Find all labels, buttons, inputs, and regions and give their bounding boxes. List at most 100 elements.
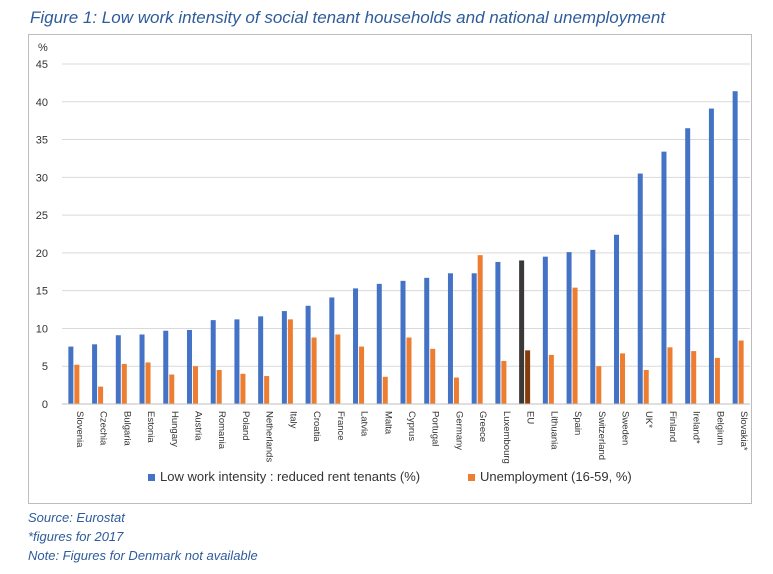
bar-low-work-intensity bbox=[637, 173, 643, 404]
bar-unemployment bbox=[691, 351, 697, 404]
x-tick-label: Belgium bbox=[714, 411, 725, 445]
bar-unemployment bbox=[264, 376, 270, 404]
figure-notes: Source: Eurostat *figures for 2017 Note:… bbox=[28, 508, 258, 565]
bar-unemployment bbox=[548, 354, 554, 404]
y-tick-label: 20 bbox=[36, 248, 48, 260]
bar-unemployment bbox=[382, 376, 388, 404]
x-tick-label: Estonia bbox=[145, 411, 156, 443]
x-tick-label: Luxembourg bbox=[501, 411, 512, 464]
y-tick-label: 10 bbox=[36, 323, 48, 335]
bar-unemployment bbox=[359, 346, 365, 404]
legend-label: Low work intensity : reduced rent tenant… bbox=[160, 469, 420, 484]
bar-unemployment bbox=[98, 386, 104, 404]
legend-swatch bbox=[468, 474, 475, 481]
bar-low-work-intensity bbox=[376, 283, 382, 404]
gridlines bbox=[62, 63, 750, 367]
bar-low-work-intensity bbox=[519, 260, 525, 404]
bar-low-work-intensity bbox=[661, 151, 667, 404]
x-tick-label: Portugal bbox=[430, 411, 441, 446]
bar-unemployment bbox=[335, 334, 341, 404]
x-tick-label: Poland bbox=[240, 411, 251, 441]
bar-low-work-intensity bbox=[685, 128, 691, 404]
bar-unemployment bbox=[169, 374, 175, 404]
legend-swatch bbox=[148, 474, 155, 481]
bar-low-work-intensity bbox=[92, 344, 98, 404]
x-tick-label: Netherlands bbox=[264, 411, 275, 462]
figure-title: Figure 1: Low work intensity of social t… bbox=[30, 8, 666, 27]
bar-low-work-intensity bbox=[424, 277, 430, 404]
bar-low-work-intensity bbox=[68, 346, 74, 404]
bar-unemployment bbox=[192, 366, 198, 404]
bar-unemployment bbox=[667, 347, 673, 404]
bar-low-work-intensity bbox=[281, 311, 287, 404]
bar-unemployment bbox=[643, 370, 649, 404]
x-axis-tick-labels: Slovenia Czechia Bulgaria Estonia Hungary Aus… bbox=[74, 411, 749, 464]
bar-unemployment bbox=[596, 366, 602, 404]
x-tick-label: Malta bbox=[382, 411, 393, 435]
x-tick-label: Italy bbox=[287, 411, 298, 429]
x-tick-label: Austria bbox=[192, 411, 203, 441]
x-tick-label: Slovakia* bbox=[738, 411, 749, 451]
y-axis-ticks: 0 5 10 15 20 25 30 35 40 45 bbox=[36, 59, 48, 411]
bar-low-work-intensity bbox=[139, 334, 145, 404]
x-tick-label: Ireland* bbox=[691, 411, 702, 444]
bar-low-work-intensity bbox=[115, 335, 121, 404]
bar-unemployment bbox=[240, 373, 246, 404]
bar-unemployment bbox=[121, 363, 127, 404]
bar-low-work-intensity bbox=[258, 316, 264, 404]
bar-low-work-intensity bbox=[400, 280, 406, 404]
footnote-2017: *figures for 2017 bbox=[28, 529, 124, 544]
x-tick-label: Slovenia bbox=[74, 411, 85, 448]
bar-low-work-intensity bbox=[353, 288, 359, 404]
bar-low-work-intensity bbox=[495, 261, 501, 404]
bar-unemployment bbox=[430, 348, 436, 404]
bar-unemployment bbox=[287, 319, 293, 404]
y-tick-label: 35 bbox=[36, 135, 48, 147]
bar-low-work-intensity bbox=[447, 273, 453, 404]
bar-unemployment bbox=[145, 362, 151, 404]
bar-low-work-intensity bbox=[590, 249, 596, 404]
y-tick-label: 15 bbox=[36, 286, 48, 298]
y-tick-label: 0 bbox=[42, 399, 48, 411]
x-tick-label: Germany bbox=[453, 411, 464, 450]
legend-label: Unemployment (16-59, %) bbox=[480, 469, 632, 484]
x-tick-label: Czechia bbox=[98, 411, 109, 446]
x-tick-label: Switzerland bbox=[596, 411, 607, 460]
footnote-denmark: Note: Figures for Denmark not available bbox=[28, 548, 258, 563]
x-tick-label: UK* bbox=[643, 411, 654, 428]
x-tick-label: Romania bbox=[216, 411, 227, 450]
bars bbox=[68, 91, 744, 405]
bar-low-work-intensity bbox=[329, 297, 335, 404]
bar-low-work-intensity bbox=[708, 108, 714, 405]
bar-unemployment bbox=[74, 364, 80, 404]
y-tick-label: 45 bbox=[36, 59, 48, 71]
bar-low-work-intensity bbox=[542, 256, 548, 404]
x-tick-label: Croatia bbox=[311, 411, 322, 442]
bar-unemployment bbox=[525, 350, 531, 404]
bar-low-work-intensity bbox=[566, 252, 572, 404]
bar-unemployment bbox=[311, 337, 317, 404]
x-tick-label: Finland bbox=[667, 411, 678, 442]
bar-low-work-intensity bbox=[471, 273, 477, 404]
x-tick-label: Cyprus bbox=[406, 411, 417, 441]
y-tick-label: 30 bbox=[36, 172, 48, 184]
bar-unemployment bbox=[406, 337, 412, 404]
y-axis-unit-label: % bbox=[38, 42, 48, 54]
chart-frame bbox=[28, 34, 752, 504]
x-tick-label: EU bbox=[525, 411, 536, 424]
x-tick-label: Lithuania bbox=[548, 411, 559, 450]
x-tick-label: Spain bbox=[572, 411, 583, 435]
x-tick-label: Bulgaria bbox=[121, 411, 132, 447]
bar-unemployment bbox=[714, 357, 720, 404]
bar-unemployment bbox=[453, 377, 459, 404]
bar-low-work-intensity bbox=[234, 319, 240, 404]
bar-unemployment bbox=[477, 255, 483, 404]
y-tick-label: 5 bbox=[42, 361, 48, 373]
y-tick-label: 25 bbox=[36, 210, 48, 222]
x-tick-label: Hungary bbox=[169, 411, 180, 447]
x-tick-label: France bbox=[335, 411, 346, 441]
bar-low-work-intensity bbox=[186, 329, 192, 404]
source-note: Source: Eurostat bbox=[28, 510, 125, 525]
x-tick-label: Latvia bbox=[359, 411, 370, 437]
bar-unemployment bbox=[216, 370, 222, 404]
